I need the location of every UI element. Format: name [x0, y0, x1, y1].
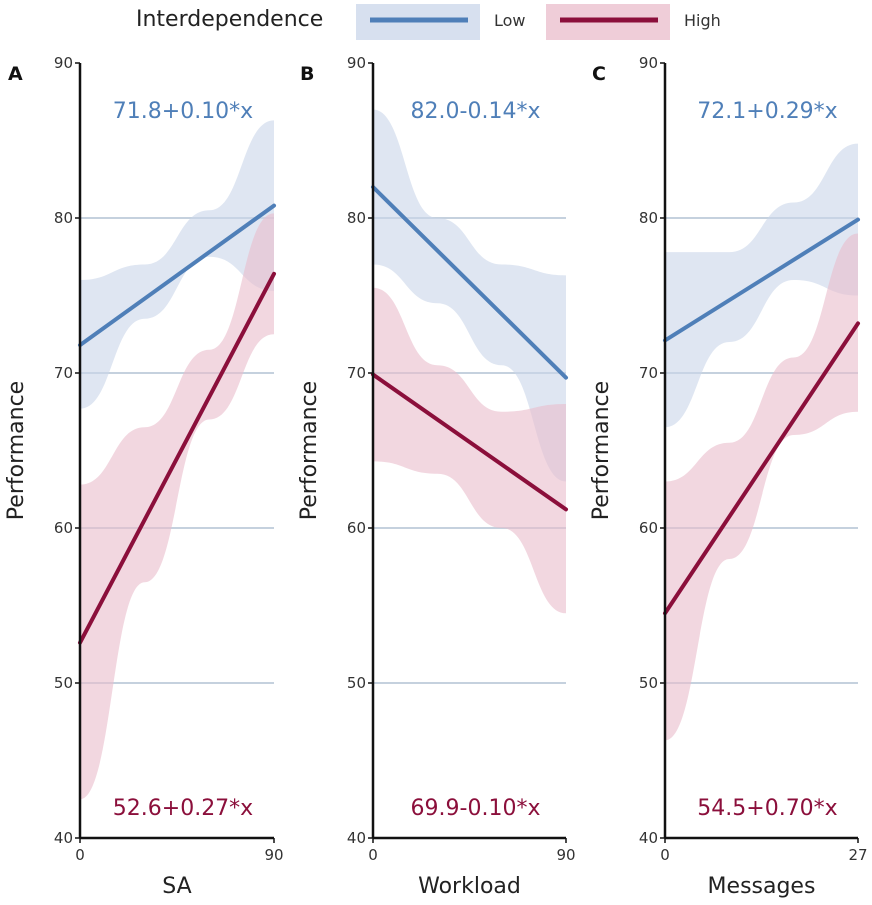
low-regression-line — [663, 217, 860, 343]
legend: Interdependence Low High — [136, 4, 721, 40]
x-tick-label-90: 90 — [556, 846, 575, 864]
high-regression-line — [371, 372, 568, 512]
y-tick-label-70: 70 — [347, 364, 366, 382]
y-tick-label-90: 90 — [347, 54, 366, 72]
y-tick-label-60: 60 — [54, 519, 73, 537]
x-axis-title: Messages — [708, 874, 816, 899]
y-tick-label-60: 60 — [639, 519, 658, 537]
x-tick-label-0: 0 — [368, 846, 378, 864]
y-tick-label-40: 40 — [639, 829, 658, 847]
y-tick-label-40: 40 — [54, 829, 73, 847]
x-axis-ticks: 0 90 — [75, 838, 284, 864]
x-tick-label-0: 0 — [660, 846, 670, 864]
low-regression-line — [78, 203, 276, 348]
panel-letter: C — [592, 63, 606, 85]
x-axis-ticks: 0 90 — [368, 838, 576, 864]
high-regression-line — [78, 271, 276, 645]
high-confidence-band — [80, 213, 274, 800]
y-axis-title: Performance — [297, 381, 322, 520]
panel-c: C 40 50 60 70 80 90 0 27 72.1+0.29*x 54.5+0.70… — [589, 54, 868, 899]
y-tick-label-80: 80 — [639, 209, 658, 227]
y-tick-label-50: 50 — [639, 674, 658, 692]
low-confidence-band — [373, 109, 566, 482]
x-axis-ticks: 0 27 — [660, 838, 868, 864]
y-axis-ticks: 40 50 60 70 80 90 — [54, 54, 80, 847]
y-axis-title: Performance — [4, 381, 29, 520]
legend-high-label: High — [684, 11, 721, 30]
legend-title: Interdependence — [136, 7, 323, 32]
x-axis-title: SA — [162, 874, 191, 899]
y-axis-title: Performance — [589, 381, 614, 520]
y-tick-label-90: 90 — [54, 54, 73, 72]
high-equation-label: 69.9-0.10*x — [411, 796, 541, 821]
y-tick-label-50: 50 — [54, 674, 73, 692]
panel-b: B 40 50 60 70 80 90 0 90 82.0-0.14*x 69.9-0.10… — [297, 54, 576, 899]
high-equation-label: 52.6+0.27*x — [113, 796, 253, 821]
y-tick-label-80: 80 — [54, 209, 73, 227]
panel-letter: A — [8, 63, 23, 85]
low-equation-label: 72.1+0.29*x — [697, 99, 837, 124]
panel-letter: B — [300, 63, 314, 85]
y-axis-ticks: 40 50 60 70 80 90 — [347, 54, 373, 847]
high-equation-label: 54.5+0.70*x — [697, 796, 837, 821]
low-regression-line — [371, 185, 568, 380]
legend-low-label: Low — [494, 11, 526, 30]
y-tick-label-40: 40 — [347, 829, 366, 847]
x-tick-label-0: 0 — [75, 846, 85, 864]
y-tick-label-90: 90 — [639, 54, 658, 72]
x-tick-label-27: 27 — [848, 846, 867, 864]
y-axis-ticks: 40 50 60 70 80 90 — [639, 54, 665, 847]
high-confidence-band — [373, 287, 566, 614]
y-tick-label-60: 60 — [347, 519, 366, 537]
low-confidence-band — [665, 143, 858, 428]
high-regression-line — [663, 321, 860, 616]
y-tick-label-50: 50 — [347, 674, 366, 692]
low-confidence-band — [80, 120, 274, 409]
y-tick-label-80: 80 — [347, 209, 366, 227]
panel-a: A 40 50 60 70 80 90 0 90 71.8+0.10*x 52.6+0.27… — [4, 54, 284, 899]
x-axis-title: Workload — [418, 874, 521, 899]
y-tick-label-70: 70 — [639, 364, 658, 382]
y-tick-label-70: 70 — [54, 364, 73, 382]
high-confidence-band — [665, 233, 858, 741]
low-equation-label: 82.0-0.14*x — [411, 99, 541, 124]
x-tick-label-90: 90 — [264, 846, 283, 864]
low-equation-label: 71.8+0.10*x — [113, 99, 253, 124]
